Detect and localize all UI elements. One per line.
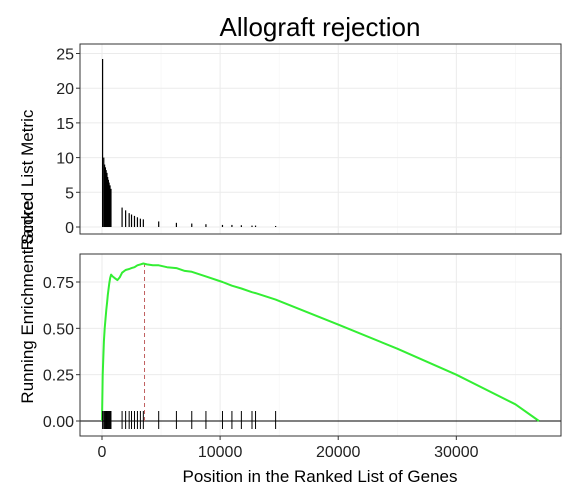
- metric-bars: [101, 59, 277, 227]
- x-axis-label: Position in the Ranked List of Genes: [183, 467, 458, 486]
- y-tick-label: 0.25: [43, 368, 74, 385]
- y-tick-label: 0.75: [43, 275, 74, 292]
- metric-panel-background: [80, 44, 561, 234]
- y-tick-label: 0.50: [43, 321, 74, 338]
- x-tick-label: 10000: [198, 444, 243, 461]
- x-tick-label: 30000: [434, 444, 479, 461]
- y-tick-label: 10: [56, 151, 74, 168]
- y-axis-label-metric: Ranked List Metric: [18, 109, 37, 250]
- y-tick-label: 5: [65, 185, 74, 202]
- hit-marks: [102, 411, 277, 429]
- es-panel-border: [79, 253, 562, 437]
- metric-panel-border: [79, 43, 562, 235]
- running-es-line: [101, 262, 540, 422]
- es-panel: 0.00 0.25 0.50 0.75: [43, 253, 562, 437]
- metric-y-ticks: 0 5 10 15 20 25: [56, 46, 80, 237]
- y-tick-label: 0.00: [43, 414, 74, 431]
- y-tick-label: 15: [56, 116, 74, 133]
- y-axis-label-es: Running Enrichment Score: [18, 200, 37, 403]
- y-tick-label: 25: [56, 46, 74, 63]
- x-tick-label: 0: [98, 444, 107, 461]
- es-panel-background: [80, 254, 561, 436]
- x-ticks: 0 10000 20000 30000: [98, 436, 479, 461]
- chart-title: Allograft rejection: [220, 12, 421, 42]
- x-tick-label: 20000: [316, 444, 361, 461]
- y-tick-label: 20: [56, 81, 74, 98]
- y-tick-label: 0: [65, 220, 74, 237]
- metric-panel: 0 5 10 15 20 25: [56, 43, 562, 237]
- es-lines: [80, 262, 561, 422]
- es-y-ticks: 0.00 0.25 0.50 0.75: [43, 275, 80, 431]
- metric-grid: [80, 44, 561, 234]
